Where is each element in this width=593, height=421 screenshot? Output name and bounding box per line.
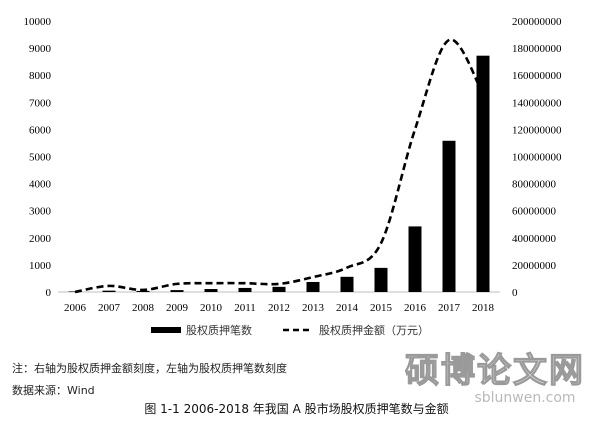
x-axis-tick-label: 2013 [302,302,325,314]
legend-swatch-bar [151,327,181,333]
line-series-amount [74,38,485,294]
bar-series-count [68,55,490,292]
bar-2007 [102,290,116,292]
x-axis-tick-label: 2017 [438,302,461,314]
right-axis-ticks: 0 20000000 40000000 60000000 80000000 1000000… [512,16,562,299]
bar-2016 [408,226,422,292]
right-axis-tick-label: 140000000 [512,97,562,109]
bar-2009 [170,290,184,292]
left-axis-tick-label: 1000 [29,260,52,272]
right-axis-tick-label: 180000000 [512,43,562,55]
bar-2014 [340,276,354,292]
left-axis-tick-label: 0 [46,287,52,299]
right-axis-tick-label: 200000000 [512,16,562,28]
chart-area: 0 1000 2000 3000 4000 5000 6000 7000 8000 9000 100… [24,16,563,337]
x-axis-tick-label: 2012 [268,302,290,314]
x-axis-tick-label: 2016 [404,302,427,314]
right-axis-tick-label: 160000000 [512,70,562,82]
legend: 股权质押笔数 股权质押金额（万元） [151,323,429,337]
right-axis-tick-label: 100000000 [512,152,562,164]
x-axis-ticks: 2006 2007 2008 2009 2010 2011 2012 2013 2014 2015… [64,302,495,314]
bar-2018 [476,55,490,292]
bar-2010 [204,289,218,292]
bar-2015 [374,267,388,292]
figure-caption: 图 1-1 2006-2018 年我国 A 股市场股权质押笔数与金额 [144,402,449,416]
right-axis-tick-label: 120000000 [512,124,562,136]
watermark-text: 硕博论文网 [405,351,585,391]
x-axis-tick-label: 2007 [98,302,121,314]
x-axis-tick-label: 2011 [234,302,256,314]
right-axis-tick-label: 20000000 [512,260,557,272]
legend-label-count: 股权质押笔数 [186,323,252,337]
left-axis-tick-label: 8000 [29,70,52,82]
left-axis-tick-label: 2000 [29,233,52,245]
left-axis-tick-label: 6000 [29,124,52,136]
data-source-note: 数据来源：Wind [12,384,95,397]
bar-2008 [136,290,150,292]
legend-label-amount: 股权质押金额（万元） [319,323,429,337]
left-axis-tick-label: 5000 [29,152,52,164]
bar-2017 [442,140,456,292]
axis-note: 注：右轴为股权质押金额刻度，左轴为股权质押笔数刻度 [12,362,287,375]
left-axis-ticks: 0 1000 2000 3000 4000 5000 6000 7000 8000 9000 100… [24,16,52,299]
left-axis-tick-label: 4000 [29,179,52,191]
right-axis-tick-label: 0 [512,287,518,299]
bar-2012 [272,286,286,292]
watermark-url: sblunwen.com [474,390,575,406]
right-axis-tick-label: 60000000 [512,206,557,218]
left-axis-tick-label: 3000 [29,206,52,218]
x-axis-tick-label: 2010 [200,302,223,314]
x-axis-tick-label: 2018 [472,302,495,314]
watermark: 硕博论文网 sblunwen.com [405,350,585,406]
x-axis-tick-label: 2006 [64,302,87,314]
x-axis-tick-label: 2009 [166,302,189,314]
right-axis-tick-label: 40000000 [512,233,557,245]
x-axis-tick-label: 2015 [370,302,393,314]
bar-2011 [238,287,252,292]
right-axis-tick-label: 80000000 [512,179,557,191]
left-axis-tick-label: 7000 [29,97,52,109]
left-axis-tick-label: 9000 [29,43,52,55]
x-axis-tick-label: 2014 [336,302,359,314]
x-axis-tick-label: 2008 [132,302,155,314]
bar-2013 [306,281,320,292]
left-axis-tick-label: 10000 [24,16,52,28]
